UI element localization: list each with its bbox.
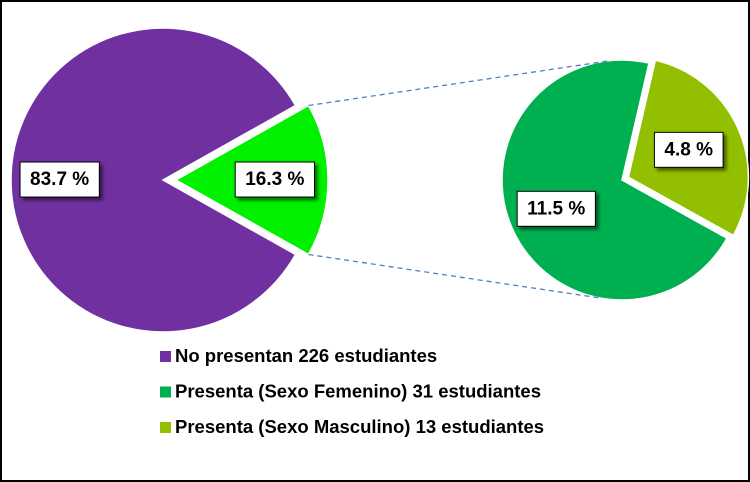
data-label: 83.7 % — [19, 161, 100, 198]
data-label-box — [234, 161, 315, 198]
data-label-box — [653, 131, 724, 168]
pie-slice — [501, 59, 728, 301]
data-label-text: 11.5 % — [527, 198, 585, 219]
data-label-text: 4.8 % — [664, 139, 713, 160]
data-label: 16.3 % — [234, 161, 315, 198]
connector-line — [308, 253, 602, 299]
data-label: 4.8 % — [653, 131, 724, 168]
data-label: 11.5 % — [516, 190, 596, 227]
data-label-text: 83.7 % — [30, 169, 89, 190]
pie-slice — [10, 27, 297, 333]
data-label-box — [19, 161, 100, 198]
connector-line — [308, 59, 612, 107]
legend-swatch — [160, 351, 171, 362]
data-label-box — [516, 190, 596, 227]
legend-label: No presentan 226 estudiantes — [175, 345, 437, 366]
legend-swatch — [160, 422, 171, 433]
legend-label: Presenta (Sexo Femenino) 31 estudiantes — [175, 380, 541, 401]
data-label-text: 16.3 % — [245, 169, 304, 190]
legend-label: Presenta (Sexo Masculino) 13 estudiantes — [175, 416, 544, 437]
legend-swatch — [160, 386, 171, 398]
